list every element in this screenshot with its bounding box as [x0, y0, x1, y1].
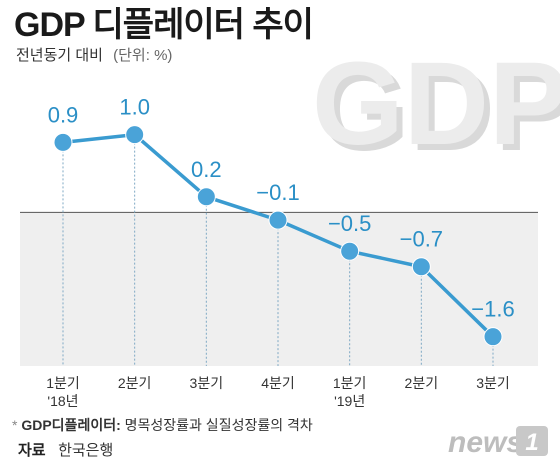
x-tick-label: 3분기 — [190, 375, 224, 391]
x-tick-label: 1분기 — [46, 375, 80, 391]
negative-region-band — [20, 212, 538, 366]
footnote-marker: * — [12, 417, 18, 433]
data-point — [125, 125, 145, 145]
x-tick-label: 1분기 — [333, 375, 367, 391]
x-axis-tick-labels: 1분기 '18년 2분기 3분기 4분기 1분기 '19년 2분기 3분기 — [46, 375, 510, 409]
data-point — [53, 132, 73, 152]
data-label: −0.5 — [328, 211, 371, 236]
news1-logo: news 1 — [448, 426, 548, 459]
data-points — [53, 125, 503, 347]
data-label: −0.1 — [256, 180, 299, 205]
footnote: * GDP디플레이터: 명목성장률과 실질성장률의 격차 — [12, 417, 313, 433]
data-point — [411, 257, 431, 277]
data-point — [196, 187, 216, 207]
x-tick-year-label: '19년 — [334, 393, 365, 409]
x-tick-label: 2분기 — [118, 375, 152, 391]
data-point — [268, 210, 288, 230]
x-tick-label: 4분기 — [261, 375, 295, 391]
chart-title: GDP 디플레이터 추이 — [14, 6, 313, 44]
logo-badge-number: 1 — [525, 429, 538, 456]
guide-lines — [62, 134, 494, 366]
source: 자료 한국은행 — [18, 442, 113, 459]
decorative-gdp-graphic: GDP GDP — [312, 38, 560, 176]
x-tick-label: 2분기 — [405, 375, 439, 391]
chart-subtitle-basis: 전년동기 대비 — [16, 47, 103, 64]
chart-unit: (단위: %) — [113, 47, 172, 64]
decorative-gdp-shadow: GDP — [318, 44, 560, 176]
source-label: 자료 — [18, 442, 46, 459]
source-value: 한국은행 — [58, 442, 113, 459]
data-labels: 0.9 1.0 0.2 −0.1 −0.5 −0.7 −1.6 — [48, 95, 515, 322]
footnote-definition: 명목성장률과 실질성장률의 격차 — [125, 417, 313, 433]
x-tick-label: 3분기 — [476, 375, 510, 391]
logo-text: news — [448, 426, 523, 459]
decorative-gdp-text: GDP — [312, 38, 560, 170]
footnote-term: GDP디플레이터: — [21, 417, 120, 433]
chart-subtitle: 전년동기 대비 (단위: %) — [16, 47, 172, 64]
data-label: −0.7 — [400, 227, 443, 252]
data-point — [483, 327, 503, 347]
x-tick-year-label: '18년 — [47, 393, 78, 409]
logo-badge — [516, 426, 548, 456]
data-label: 0.9 — [48, 102, 79, 127]
data-label: −1.6 — [471, 297, 514, 322]
data-label: 1.0 — [119, 95, 150, 120]
data-point — [340, 241, 360, 261]
data-label: 0.2 — [191, 157, 222, 182]
